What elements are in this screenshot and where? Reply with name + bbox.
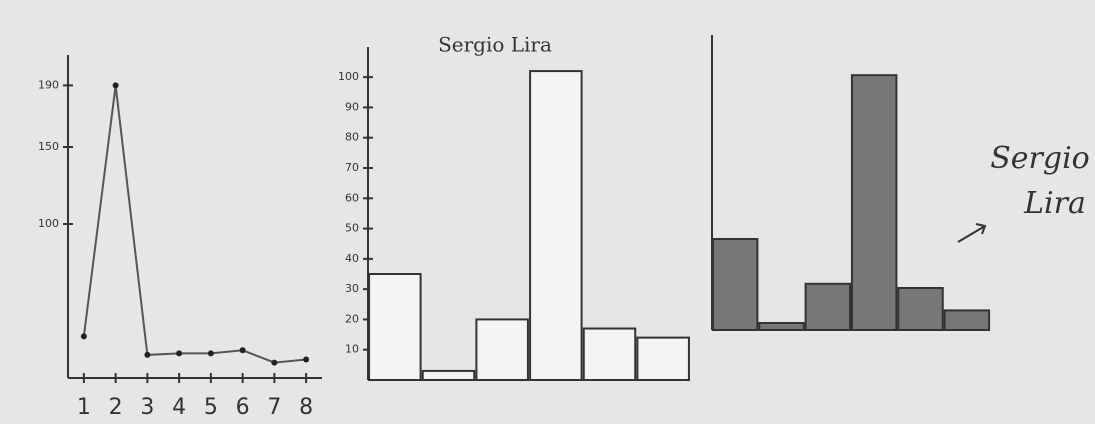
y-tick-label: 150 [38,140,59,153]
x-tick-label: 8 [299,395,313,420]
x-tick-label: 7 [267,395,281,420]
data-point [176,350,182,356]
chart-title: Sergio Lira [438,33,552,57]
data-point [113,82,119,88]
bar [945,310,989,330]
y-tick-label: 10 [345,343,359,356]
y-tick-label: 70 [345,161,359,174]
annotation: Sergio [990,141,1090,176]
bar [806,284,850,330]
x-tick-label: 3 [140,395,154,420]
bar [476,319,528,380]
y-tick-label: 40 [345,252,359,265]
y-tick-label: 100 [38,217,59,230]
y-tick-label: 100 [338,70,359,83]
data-point [303,357,309,363]
sketch: Sergio Lira Sergio Lira 1001501901234567… [0,0,1095,424]
y-tick-label: 30 [345,282,359,295]
x-tick-label: 5 [204,395,218,420]
data-point [144,352,150,358]
bar [423,371,475,380]
annotation: Lira [1023,186,1086,221]
bar [369,274,421,380]
bar [852,75,896,330]
bar [637,338,689,380]
y-tick-label: 80 [345,131,359,144]
x-tick-label: 4 [172,395,186,420]
bar [584,329,636,380]
bar [759,323,803,330]
x-tick-label: 6 [236,395,250,420]
bar [898,288,942,330]
y-tick-label: 60 [345,191,359,204]
x-tick-label: 1 [77,395,91,420]
data-point [208,350,214,356]
y-tick-label: 90 [345,100,359,113]
data-point [81,333,87,339]
y-tick-label: 20 [345,312,359,325]
bar [713,239,757,330]
x-tick-label: 2 [109,395,123,420]
y-tick-label: 50 [345,222,359,235]
bar [530,71,582,380]
y-tick-label: 190 [38,78,59,91]
data-point [240,347,246,353]
data-point [271,360,277,366]
